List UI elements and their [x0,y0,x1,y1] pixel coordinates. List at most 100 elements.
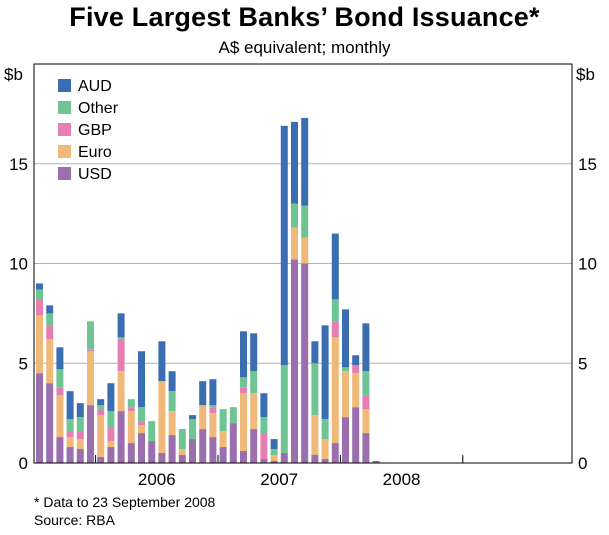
bar-segment-usd [362,433,370,463]
bar-segment-aud [56,347,64,370]
bar-segment-aud [158,341,166,382]
bar-segment-euro [36,315,43,374]
legend-label-aud: AUD [78,78,112,95]
bar-segment-other [331,299,339,322]
bar-segment-usd [301,263,309,463]
bar-segment-aud [36,283,43,290]
bar-segment-gbp [331,321,339,338]
x-tick-label: 2006 [138,470,176,489]
bar-segment-gbp [138,421,145,426]
bar-segment-other [280,365,288,454]
left-axis-unit: $b [4,65,23,84]
bar-segment-aud [250,333,258,372]
bar-segment-usd [178,455,186,463]
bar-segment-euro [209,413,217,438]
bar-segment-euro [219,431,227,448]
source-note: Source: RBA [34,512,115,528]
bar-segment-gbp [362,395,370,410]
x-tick-label: 2008 [383,470,421,489]
bar-segment-usd [352,407,360,463]
bar-segment-other [209,405,217,408]
bar-segment-aud [321,325,329,420]
y-tick-label-left: 0 [19,454,28,473]
bar-segment-usd [199,429,207,463]
plot-frame [33,63,573,464]
bar-segment-euro [352,373,360,408]
footnote: * Data to 23 September 2008 [34,494,216,510]
bar-segment-gbp [46,325,54,340]
legend-swatch-aud [58,79,71,92]
bar-segment-euro [87,351,94,406]
bar-segment-other [138,407,145,422]
bar-segment-euro [270,455,278,462]
bar-segment-usd [127,443,135,463]
bar-segment-gbp [66,431,74,438]
bar-segment-other [270,449,278,456]
bar-segment-other [362,371,370,396]
bar-segment-euro [76,439,84,450]
bar-segment-other [107,411,115,428]
legend-label-euro: Euro [78,144,112,161]
bar-segment-other [301,205,309,238]
bar-segment-usd [56,437,64,463]
bar-segment-other [127,399,135,408]
y-tick-label-right: 0 [578,454,587,473]
y-tick-label-right: 5 [578,354,587,373]
bar-segment-euro [240,393,247,452]
bar-segment-gbp [260,433,268,460]
bar-segment-usd [66,447,74,463]
bar-segment-aud [209,379,217,406]
legend-swatch-other [58,101,71,114]
bar-segment-usd [270,461,278,463]
bar-segment-gbp [240,387,247,394]
y-tick-label-right: 15 [578,155,597,174]
bar-segment-aud [352,355,360,366]
bar-segment-aud [260,393,268,418]
bar-segment-aud [311,341,319,364]
bar-segment-aud [138,351,145,408]
bar-segment-aud [199,381,207,406]
bar-segment-usd [260,459,268,463]
bar-segment-euro [158,381,166,454]
bar-segment-other [117,337,125,340]
bar-segment-usd [229,423,237,463]
bar-segment-other [219,409,227,432]
bar-segment-gbp [87,349,94,352]
bar-segment-other [229,407,237,424]
bar-segment-usd [311,455,319,463]
bar-segment-other [342,367,349,372]
bar-segment-euro [331,337,339,444]
bar-segment-other [311,363,319,416]
bar-segment-euro [127,411,135,444]
bar-segment-usd [36,373,43,463]
bar-segment-other [148,421,156,442]
legend-swatch-gbp [58,123,71,136]
y-axis-ticks: 0 0 5 5 10 10 15 15 [9,155,597,473]
right-axis-unit: $b [576,65,595,84]
bar-segment-euro [199,405,207,430]
bar-segment-other [240,377,247,388]
bar-segment-aud [189,415,196,420]
bar-segment-euro [66,437,74,448]
bar-segment-aud [342,309,349,368]
bar-segment-other [66,419,74,432]
bar-segment-aud [66,391,74,420]
legend-swatch-usd [58,167,71,180]
bar-segment-gbp [117,339,125,372]
bar-segment-usd [168,435,176,463]
bar-segment-usd [148,441,156,463]
bar-segment-euro [291,227,298,260]
bar-segment-euro [362,409,370,434]
bar-segment-other [250,371,258,394]
bar-segment-usd [158,453,166,463]
bar-segment-usd [280,453,288,463]
bar-segment-aud [362,323,370,372]
bar-segment-usd [240,451,247,463]
y-tick-label-left: 15 [9,155,28,174]
bar-segment-usd [209,437,217,463]
bar-segment-euro [250,393,258,430]
bar-segment-usd [331,443,339,463]
bar-segment-other [76,417,84,432]
bar-segment-gbp [209,407,217,414]
